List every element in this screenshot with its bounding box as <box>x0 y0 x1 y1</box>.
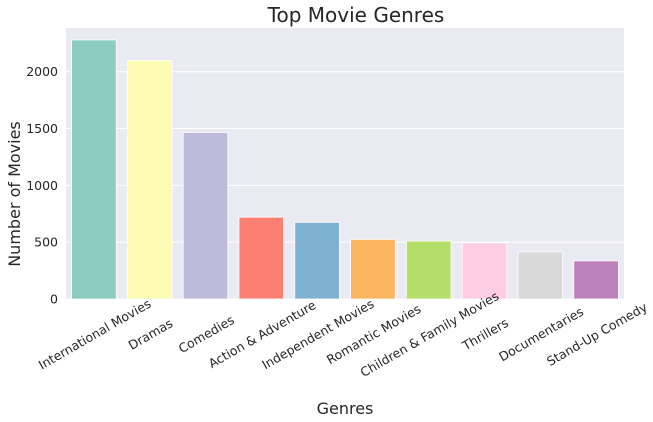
bar <box>71 39 117 300</box>
bar <box>573 260 619 300</box>
bar <box>294 221 340 300</box>
y-ticks: 0 500 1000 1500 2000 <box>26 64 58 306</box>
y-tick-label: 2000 <box>26 64 58 79</box>
bars <box>71 39 619 300</box>
chart-title: Top Movie Genres <box>267 3 445 27</box>
x-axis-label: Genres <box>317 399 374 418</box>
bar <box>126 59 173 300</box>
y-tick-label: 500 <box>34 235 58 250</box>
y-tick-label: 0 <box>50 292 58 307</box>
bar <box>405 240 452 300</box>
y-axis-label: Number of Movies <box>5 121 24 267</box>
bar <box>238 216 285 300</box>
bar <box>461 242 508 300</box>
bar <box>517 251 564 300</box>
y-tick-label: 1000 <box>26 178 58 193</box>
bar <box>182 132 229 300</box>
y-tick-label: 1500 <box>26 121 58 136</box>
x-tick-label: Stand-Up Comedy <box>544 299 650 369</box>
x-tick-label: Dramas <box>126 315 176 352</box>
bar <box>350 238 396 300</box>
